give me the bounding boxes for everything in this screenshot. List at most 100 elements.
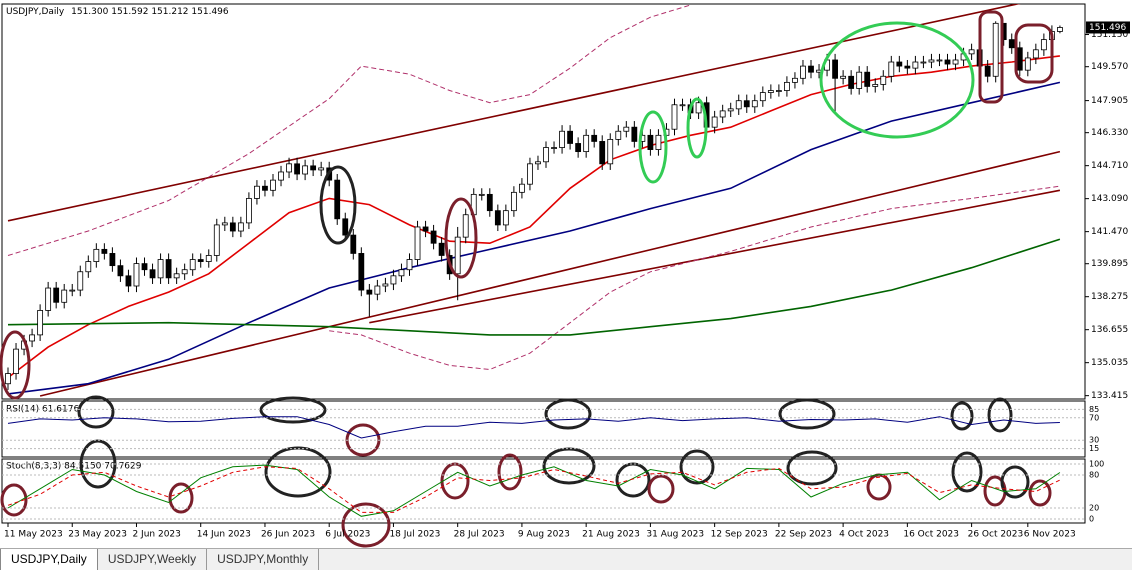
chart: USDJPY,Daily 151.300 151.592 151.212 151…	[0, 3, 1130, 548]
ohlc: 151.496	[191, 7, 228, 17]
annotation	[819, 21, 975, 139]
candle-body	[237, 222, 244, 232]
y-tick-label: 144.710	[1091, 161, 1128, 171]
annotation	[444, 197, 478, 279]
candle-body	[984, 65, 991, 77]
stoch-line	[7, 464, 1061, 517]
annotation	[1014, 23, 1054, 84]
candle-body	[832, 59, 838, 79]
annotation	[647, 474, 675, 504]
y-tick-label: 80	[1089, 471, 1099, 480]
candle-body	[245, 198, 252, 224]
candle-body	[406, 259, 413, 271]
candle-body	[197, 259, 204, 262]
candle-body	[631, 126, 638, 142]
candle-body	[414, 226, 421, 260]
tab[interactable]: USDJPY,Weekly	[98, 549, 208, 570]
candle-body	[149, 269, 156, 279]
ohlc: 151.592	[111, 7, 148, 17]
y-tick-label: 151.150	[1091, 30, 1128, 40]
candle-body	[430, 230, 437, 244]
candle-body	[13, 348, 19, 374]
tab-bar: USDJPY,Daily USDJPY,Weekly USDJPY,Monthl…	[0, 548, 1132, 570]
y-tick-label: 139.895	[1091, 259, 1128, 269]
y-tick-label: 138.275	[1091, 292, 1128, 302]
annotation	[987, 397, 1013, 433]
y-tick-label: 15	[1089, 444, 1099, 453]
candle-body	[454, 236, 461, 275]
candle-body	[302, 165, 309, 175]
candle-body	[358, 253, 365, 291]
x-tick-label: 22 Sep 2023	[775, 530, 832, 540]
tab[interactable]: USDJPY,Daily	[0, 549, 98, 570]
x-tick-label: 16 Oct 2023	[903, 530, 959, 540]
candle-body	[591, 134, 598, 142]
candle-body	[318, 167, 325, 171]
y-tick-label: 30	[1089, 436, 1099, 445]
candle-body	[880, 75, 887, 85]
candle-body	[567, 130, 573, 144]
annotation	[497, 453, 523, 491]
x-tick-label: 11 May 2023	[4, 530, 63, 540]
annotation	[1000, 465, 1030, 499]
y-tick-label: 20	[1089, 504, 1099, 513]
y-tick-label: 147.905	[1091, 96, 1128, 106]
stoch-label: Stoch(8,3,3) 84.5150 70.7629	[6, 462, 142, 472]
candle-body	[286, 163, 292, 173]
candle-body	[229, 222, 236, 232]
candle-body	[205, 255, 212, 262]
candle-body	[486, 193, 493, 212]
candle-body	[262, 185, 268, 191]
price-tag-label: 151.496	[1089, 23, 1126, 33]
x-tick-label: 2 Jun 2023	[132, 530, 180, 540]
candle-body	[390, 275, 397, 285]
candle-body	[494, 210, 501, 226]
candle-body	[334, 179, 341, 220]
candle-body	[679, 104, 686, 107]
tab[interactable]: USDJPY,Monthly	[207, 549, 320, 570]
candle-body	[535, 161, 541, 165]
candle-body	[559, 130, 565, 148]
candle-body	[101, 248, 108, 254]
candle-body	[527, 163, 533, 185]
candle-body	[671, 104, 678, 130]
annotation	[542, 447, 596, 485]
candle-body	[896, 61, 903, 67]
rsi-pane	[1, 400, 1086, 458]
candle-body	[743, 100, 750, 108]
stoch-line	[7, 466, 1061, 513]
candle-body	[872, 84, 879, 87]
candle-body	[510, 191, 517, 212]
candle-body	[45, 287, 52, 311]
candle-body	[37, 310, 44, 336]
candle-body	[551, 147, 557, 149]
candle-body	[310, 165, 317, 171]
annotation	[544, 398, 592, 430]
annotation	[0, 330, 31, 400]
candle-body	[61, 289, 68, 303]
x-tick-label: 23 May 2023	[68, 530, 127, 540]
candle-body	[422, 226, 429, 232]
annotation	[679, 449, 715, 485]
annotation	[686, 97, 708, 159]
annotation	[638, 110, 668, 184]
annotation	[319, 165, 357, 245]
candle-body	[856, 71, 863, 89]
candle-body	[1057, 27, 1063, 32]
candle-body	[157, 259, 164, 279]
candle-body	[109, 253, 116, 267]
candle-body	[502, 210, 509, 226]
candle-body	[462, 214, 469, 238]
candle-body	[711, 116, 718, 128]
annotations	[0, 10, 1054, 548]
indicator-line	[7, 55, 1061, 379]
candle-body	[1024, 57, 1031, 71]
candle-body	[759, 92, 766, 102]
candle-body	[920, 61, 927, 64]
candle-body	[944, 59, 951, 65]
candle-body	[1040, 39, 1047, 51]
y-tick-label: 141.470	[1091, 227, 1128, 237]
candle-body	[93, 248, 100, 262]
symbol: USDJPY,Daily	[6, 7, 65, 17]
candle-body	[727, 108, 734, 112]
